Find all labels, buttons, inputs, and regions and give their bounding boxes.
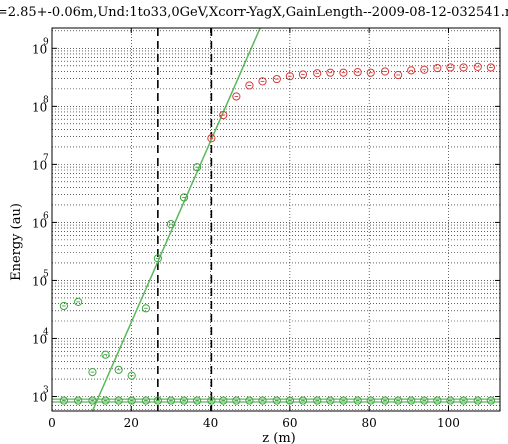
red-data-point: [258, 77, 267, 86]
green-data-point: [366, 396, 375, 405]
green-data-point: [313, 396, 322, 405]
green-data-point: [258, 396, 267, 405]
red-data-point: [232, 92, 241, 101]
green-data-point: [473, 396, 482, 405]
y-axis-label: Energy (au): [9, 203, 24, 281]
x-tick-label: 80: [362, 416, 377, 430]
red-data-point: [366, 68, 375, 77]
green-data-point: [459, 396, 468, 405]
green-data-point: [486, 396, 495, 405]
red-data-point: [380, 67, 390, 76]
vertical-marker-lines: [157, 28, 213, 411]
y-tick-label-base: 10: [32, 274, 47, 288]
green-data-point: [166, 396, 176, 405]
baseline-lines: [52, 398, 500, 403]
green-data-point: [88, 396, 97, 405]
green-data-point: [114, 396, 123, 405]
red-data-point: [486, 63, 495, 72]
green-data-point: [59, 396, 68, 405]
y-tick-label-exponent: 7: [43, 153, 49, 163]
red-data-point: [313, 69, 322, 78]
green-data-point: [380, 396, 390, 405]
green-data-point: [207, 396, 216, 405]
x-tick-label: 100: [437, 416, 460, 430]
red-data-point: [394, 70, 403, 80]
red-data-point: [272, 74, 281, 84]
green-data-point: [141, 304, 151, 313]
green-data-point: [433, 396, 442, 405]
y-tick-label-base: 10: [32, 158, 47, 172]
green-data-point: [166, 220, 176, 229]
green-data-point: [193, 163, 202, 172]
green-data-point: [339, 396, 348, 405]
x-tick-label: 40: [203, 416, 218, 430]
green-data-point: [420, 396, 429, 405]
green-data-point: [74, 396, 83, 405]
red-data-point: [298, 70, 308, 79]
y-tick-label-base: 10: [32, 100, 47, 114]
y-tick-label-base: 10: [32, 332, 47, 346]
x-tick-label: 20: [124, 416, 139, 430]
y-tick-label-exponent: 6: [43, 211, 49, 221]
green-data-point: [219, 396, 228, 405]
y-tick-label-exponent: 8: [43, 95, 49, 105]
x-axis-label: z (m): [262, 431, 295, 444]
green-data-point: [101, 396, 110, 405]
red-data-point: [433, 63, 442, 73]
green-data-point: [193, 396, 202, 405]
green-data-point: [127, 371, 136, 380]
fit-line-layer: [91, 28, 261, 411]
grid: [52, 28, 500, 411]
y-tick-label-base: 10: [32, 390, 47, 404]
green-data-point: [326, 396, 335, 405]
fit-line: [91, 28, 261, 411]
green-data-point: [285, 396, 294, 405]
red-data-point: [420, 65, 429, 74]
green-data-point: [394, 396, 403, 405]
green-data-point: [153, 396, 162, 405]
y-tick-label-exponent: 4: [43, 327, 49, 337]
red-data-point: [446, 63, 455, 72]
x-tick-label: 0: [48, 416, 56, 430]
green-data-point: [114, 365, 123, 374]
green-data-point: [179, 396, 189, 405]
green-data-point: [353, 396, 362, 405]
red-data-point: [339, 68, 348, 77]
y-tick-label-exponent: 9: [43, 37, 49, 47]
plot-frame: [51, 27, 501, 412]
green-data-point: [232, 396, 241, 405]
data-markers: [59, 62, 495, 405]
x-tick-label: 60: [282, 416, 297, 430]
green-data-point: [446, 396, 455, 405]
red-data-point: [353, 68, 362, 77]
red-data-point: [473, 62, 482, 71]
x-axis-ticks: 0 20 40 60 80 100: [48, 28, 460, 430]
red-data-point: [207, 134, 216, 143]
red-data-point: [407, 66, 416, 75]
red-data-point: [459, 63, 468, 72]
y-tick-label-base: 10: [32, 216, 47, 230]
green-data-point: [179, 193, 189, 202]
green-data-point: [407, 396, 416, 405]
green-data-point: [127, 396, 136, 405]
green-data-point: [88, 368, 97, 377]
chart-title: GL=2.85+-0.06m,Und:1to33,0GeV,Xcorr-YagX…: [0, 5, 508, 20]
green-data-point: [245, 396, 254, 405]
y-tick-label-exponent: 5: [43, 269, 49, 279]
red-data-point: [245, 81, 254, 90]
green-data-point: [141, 396, 151, 405]
green-data-point: [272, 396, 281, 405]
green-data-point: [74, 297, 83, 306]
green-data-point: [101, 350, 110, 359]
red-data-point: [285, 72, 294, 81]
green-data-point: [59, 301, 68, 311]
red-data-point: [326, 68, 335, 77]
y-tick-label-exponent: 3: [43, 385, 49, 395]
green-data-point: [153, 254, 162, 263]
red-data-point: [219, 110, 228, 120]
y-tick-label-base: 10: [32, 42, 47, 56]
green-data-point: [298, 396, 308, 405]
